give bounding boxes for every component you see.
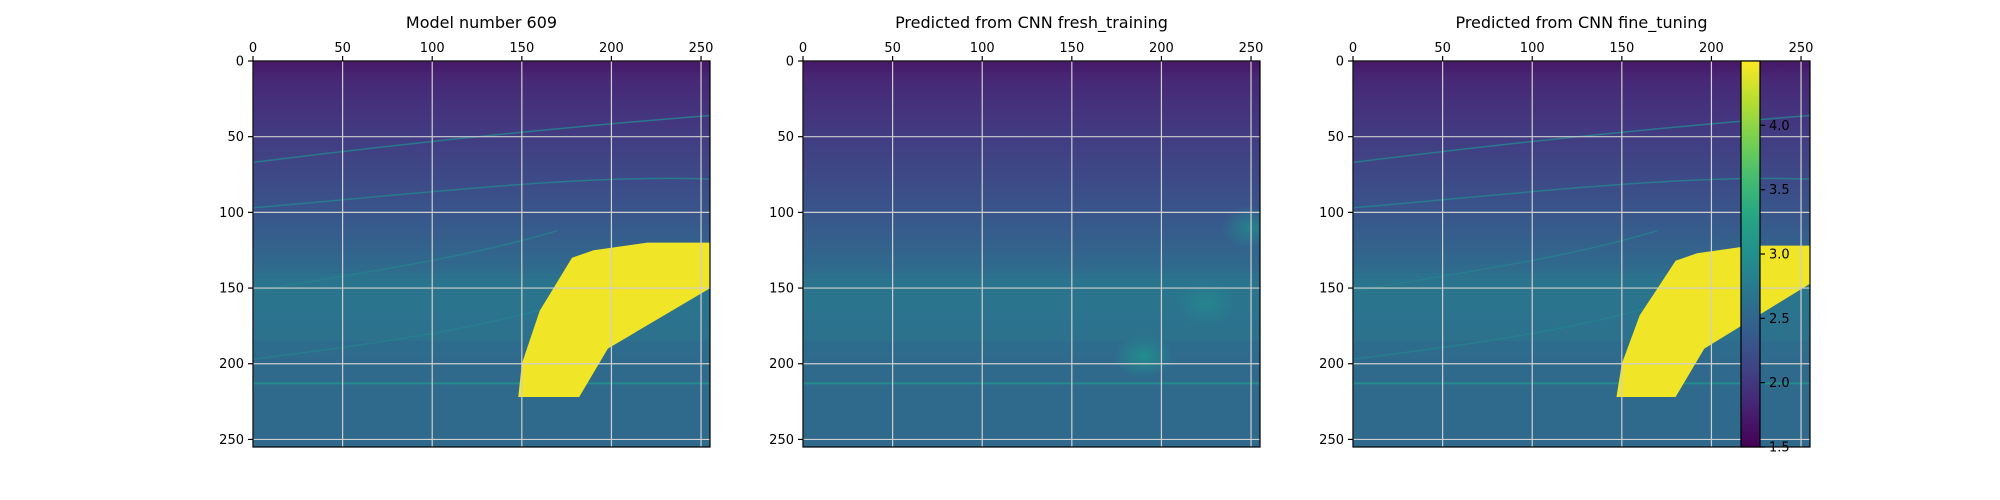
panel-title: Model number 609 (406, 13, 557, 32)
x-tick-label: 150 (1059, 41, 1084, 56)
y-tick-label: 200 (1319, 357, 1344, 372)
x-tick-label: 50 (1434, 41, 1451, 56)
y-tick-label: 100 (219, 206, 244, 221)
colorbar-tick-label: 4.0 (1769, 119, 1790, 134)
panel-title: Predicted from CNN fine_tuning (1455, 13, 1707, 33)
x-tick-label: 200 (599, 41, 624, 56)
x-tick-label: 250 (1789, 41, 1814, 56)
x-tick-label: 50 (334, 41, 351, 56)
predicted-anomaly (1221, 205, 1260, 250)
y-tick-label: 200 (219, 357, 244, 372)
high-velocity-body (518, 242, 710, 398)
x-tick-label: 0 (799, 41, 807, 56)
x-tick-label: 100 (1520, 41, 1545, 56)
y-tick-label: 100 (769, 206, 794, 221)
predicted-anomaly (1176, 281, 1237, 326)
plot-frame (1352, 60, 1811, 448)
panels-layer: 0 50 100 150 200 250 0 50 100 150 200 250 Model numb… (219, 13, 1814, 448)
y-tick-label: 250 (769, 433, 794, 448)
x-tick-label: 0 (1349, 41, 1357, 56)
y-tick-label: 150 (769, 282, 794, 297)
x-tick-label: 200 (1699, 41, 1724, 56)
predicted-anomaly (1113, 334, 1174, 379)
x-tick-label: 100 (420, 41, 445, 56)
y-tick-label: 0 (1336, 55, 1344, 70)
colorbar-tick-label: 2.0 (1769, 376, 1790, 391)
colorbar: 1.5 2.0 2.5 3.0 3.5 4.0 (1740, 60, 1790, 456)
heatmap-image (803, 61, 1260, 447)
x-tick-label: 0 (249, 41, 257, 56)
x-tick-label: 50 (884, 41, 901, 56)
y-tick-label: 50 (777, 130, 794, 145)
y-tick-label: 250 (1319, 433, 1344, 448)
panel-title: Predicted from CNN fresh_training (895, 13, 1168, 33)
x-tick-label: 100 (970, 41, 995, 56)
colorbar-gradient (1741, 61, 1760, 447)
colorbar-tick-label: 2.5 (1769, 312, 1790, 327)
y-tick-label: 0 (786, 55, 794, 70)
y-tick-label: 250 (219, 433, 244, 448)
y-tick-label: 200 (769, 357, 794, 372)
x-tick-label: 250 (689, 41, 714, 56)
y-tick-label: 150 (1319, 282, 1344, 297)
plot-frame (802, 60, 1261, 448)
panel-3: 0 50 100 150 200 250 0 50 100 150 200 250 Predicted … (1319, 13, 1814, 448)
y-tick-label: 50 (227, 130, 244, 145)
x-tick-label: 200 (1149, 41, 1174, 56)
plot-frame (252, 60, 711, 448)
high-velocity-body (1616, 245, 1810, 398)
heatmap-image (1353, 61, 1810, 447)
y-tick-label: 100 (1319, 206, 1344, 221)
colorbar-tick-label: 3.0 (1769, 248, 1790, 263)
y-tick-label: 150 (219, 282, 244, 297)
x-tick-label: 150 (509, 41, 534, 56)
y-tick-label: 50 (1327, 130, 1344, 145)
heatmap-image (253, 61, 710, 447)
colorbar-tick-label: 1.5 (1769, 441, 1790, 456)
x-tick-label: 250 (1239, 41, 1264, 56)
reflector-curve (253, 177, 710, 209)
panel-1: 0 50 100 150 200 250 0 50 100 150 200 250 Model numb… (219, 13, 714, 448)
heatmap-background (803, 61, 1260, 447)
y-tick-label: 0 (236, 55, 244, 70)
panel-2: 0 50 100 150 200 250 0 50 100 150 200 250 Predicted … (769, 13, 1264, 448)
colorbar-tick-label: 3.5 (1769, 183, 1790, 198)
x-tick-label: 150 (1609, 41, 1634, 56)
